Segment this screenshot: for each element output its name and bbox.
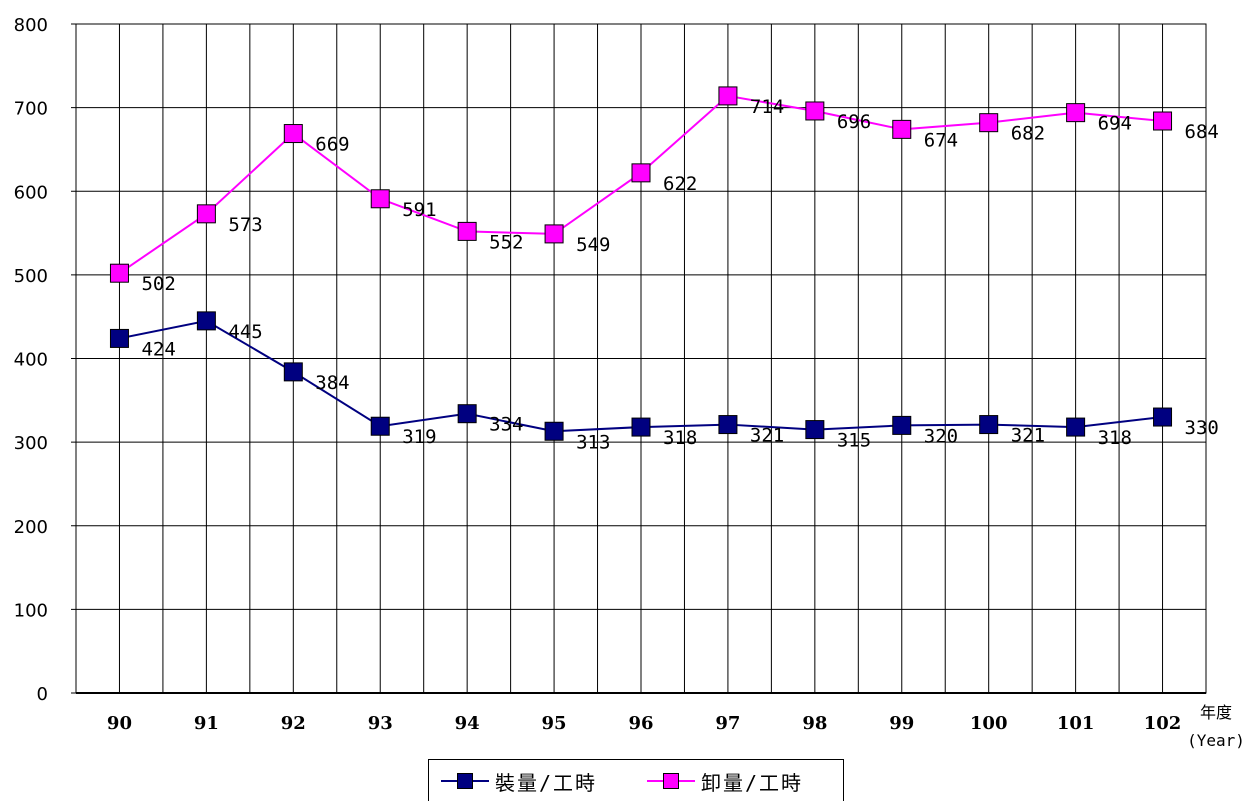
data-labels: 424 445 384 319 334 313 318 321 315 320 321 318 330 5… xyxy=(141,96,1218,453)
x-tick-label: 99 xyxy=(889,713,914,734)
series-2-marker xyxy=(1153,111,1173,131)
series-2-marker xyxy=(718,86,738,106)
series-1-data-label: 315 xyxy=(837,430,871,452)
series-1-marker xyxy=(631,417,651,437)
series-1-marker xyxy=(892,415,912,435)
series-2-data-label: 682 xyxy=(1011,123,1045,145)
x-tick-labels: 90 91 92 93 94 95 96 97 98 99 100 101 102 xyxy=(107,713,1181,734)
series-1-marker xyxy=(1066,417,1086,437)
series-2-data-label: 552 xyxy=(489,231,523,253)
series-1-marker xyxy=(1153,407,1173,427)
series-1-marker xyxy=(370,416,390,436)
series-1-marker xyxy=(109,328,129,348)
series-2-data-label: 696 xyxy=(837,111,871,133)
legend-label-series-1: 裝量/工時 xyxy=(495,770,598,795)
y-tick-label: 700 xyxy=(14,99,48,120)
y-tick-label: 400 xyxy=(14,350,48,371)
series-2-marker xyxy=(631,163,651,183)
series-2-data-label: 591 xyxy=(402,199,436,221)
y-tick-label: 100 xyxy=(14,600,48,621)
series-1-marker xyxy=(805,420,825,440)
series-2-data-label: 669 xyxy=(315,134,349,156)
series-2-data-label: 573 xyxy=(228,214,262,236)
series-2-marker xyxy=(457,221,477,241)
series-group xyxy=(109,86,1173,441)
series-2-marker xyxy=(805,101,825,121)
x-tick-label: 90 xyxy=(107,713,132,734)
series-1-marker xyxy=(457,404,477,424)
y-tick-label: 300 xyxy=(14,433,48,454)
series-1-data-label: 334 xyxy=(489,414,523,436)
series-1-data-label: 424 xyxy=(141,338,175,360)
series-1-marker xyxy=(544,421,564,441)
x-tick-label: 92 xyxy=(281,713,306,734)
y-tick-label: 600 xyxy=(14,182,48,203)
legend: 裝量/工時 卸量/工時 xyxy=(428,759,844,801)
series-1-data-label: 384 xyxy=(315,372,349,394)
y-tick-labels: 0 100 200 300 400 500 600 700 800 xyxy=(14,15,48,705)
series-2-data-label: 714 xyxy=(750,96,784,118)
x-tick-label: 94 xyxy=(455,713,480,734)
x-tick-label: 97 xyxy=(715,713,740,734)
series-2-marker xyxy=(544,224,564,244)
x-axis-unit-label: 年度 xyxy=(1200,703,1232,722)
series-1-marker xyxy=(283,362,303,382)
legend-label-series-2: 卸量/工時 xyxy=(701,770,804,795)
legend-item-series-2: 卸量/工時 xyxy=(647,766,803,796)
x-tick-label: 101 xyxy=(1057,713,1095,734)
series-2-data-label: 674 xyxy=(924,129,958,151)
y-tick-label: 500 xyxy=(14,266,48,287)
y-tick-label: 800 xyxy=(14,15,48,36)
series-2-marker xyxy=(109,263,129,283)
series-2-data-label: 622 xyxy=(663,173,697,195)
series-2-marker xyxy=(979,113,999,133)
y-tick-label: 200 xyxy=(14,517,48,538)
x-tick-label: 102 xyxy=(1144,713,1182,734)
series-1-data-label: 313 xyxy=(576,431,610,453)
series-2-data-label: 694 xyxy=(1098,113,1132,135)
x-tick-label: 95 xyxy=(542,713,567,734)
series-2-marker xyxy=(1066,103,1086,123)
series-1-data-label: 319 xyxy=(402,426,436,448)
series-1-marker xyxy=(718,415,738,435)
legend-swatch-series-1 xyxy=(441,771,489,791)
series-1-data-label: 320 xyxy=(924,425,958,447)
x-tick-label: 93 xyxy=(368,713,393,734)
series-2-marker xyxy=(196,204,216,224)
series-2-data-label: 502 xyxy=(141,273,175,295)
series-2-data-label: 684 xyxy=(1185,121,1219,143)
x-tick-label: 96 xyxy=(628,713,653,734)
y-tick-label: 0 xyxy=(37,684,48,705)
x-tick-label: 91 xyxy=(194,713,219,734)
series-1-data-label: 318 xyxy=(1098,427,1132,449)
series-1-marker xyxy=(979,415,999,435)
legend-swatch-series-2 xyxy=(647,771,695,791)
series-1-data-label: 321 xyxy=(1011,425,1045,447)
series-1-data-label: 330 xyxy=(1185,417,1219,439)
series-1-data-label: 318 xyxy=(663,427,697,449)
series-2-data-label: 549 xyxy=(576,234,610,256)
x-tick-label: 100 xyxy=(970,713,1008,734)
x-tick-label: 98 xyxy=(802,713,827,734)
series-1-data-label: 445 xyxy=(228,321,262,343)
series-2-marker xyxy=(370,189,390,209)
series-2-marker xyxy=(892,119,912,139)
series-2-marker xyxy=(283,124,303,144)
series-1-marker xyxy=(196,311,216,331)
legend-item-series-1: 裝量/工時 xyxy=(441,766,597,796)
axes xyxy=(71,23,1207,694)
x-axis-unit-label-english: (Year) xyxy=(1187,731,1245,750)
series-1-data-label: 321 xyxy=(750,425,784,447)
